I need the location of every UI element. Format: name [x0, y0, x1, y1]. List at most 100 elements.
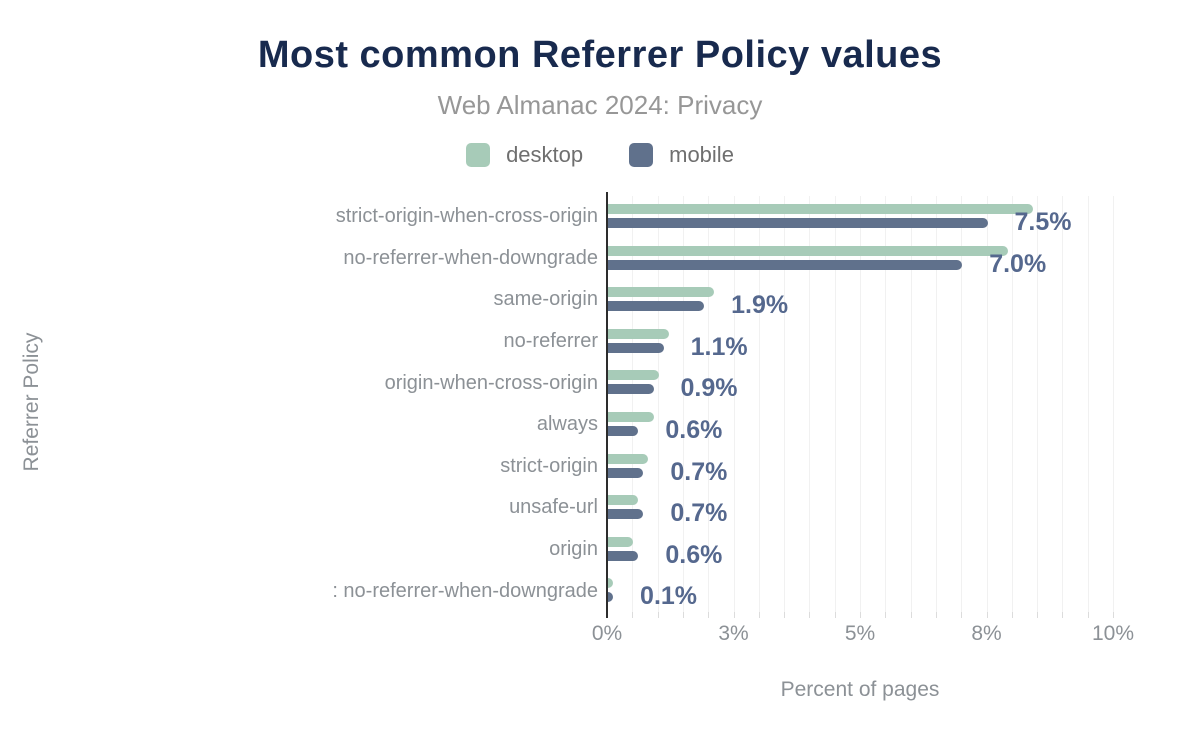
tick-mark — [1113, 612, 1114, 618]
bar-row: no-referrer 1.1% — [0, 321, 1200, 363]
value-label: 0.1% — [640, 582, 698, 611]
desktop-bar — [608, 578, 614, 589]
x-tick-label: 5% — [844, 622, 876, 645]
tick-mark — [1087, 612, 1089, 618]
legend-label: desktop — [506, 142, 584, 167]
gridline — [961, 196, 963, 612]
desktop-bar — [608, 495, 639, 506]
category-label: origin — [549, 538, 598, 561]
tick-mark — [1062, 612, 1064, 618]
value-label: 7.0% — [989, 249, 1047, 278]
mobile-bar — [608, 342, 664, 353]
category-label: same-origin — [493, 288, 598, 311]
gridline — [935, 196, 937, 612]
category-label: : no-referrer-when-downgrade — [332, 579, 598, 602]
category-label: unsafe-url — [509, 496, 598, 519]
tick-mark — [986, 612, 988, 618]
value-label: 1.1% — [690, 332, 748, 361]
gridline — [708, 196, 710, 612]
desktop-bar — [608, 412, 654, 422]
legend-swatch-icon — [466, 143, 491, 167]
gridline — [1113, 196, 1114, 612]
mobile-bar — [608, 218, 988, 228]
bar-row: origin 0.6% — [0, 529, 1200, 571]
value-label: 0.6% — [665, 540, 723, 569]
desktop-bar — [608, 536, 634, 547]
bar-row: unsafe-url 0.7% — [0, 487, 1200, 529]
tick-mark — [733, 612, 735, 618]
gridline — [834, 196, 836, 612]
bar-row: : no-referrer-when-downgrade 0.1% — [0, 570, 1200, 612]
tick-mark — [657, 612, 659, 618]
bar-row: origin-when-cross-origin 0.9% — [0, 362, 1200, 404]
gridline — [657, 196, 659, 612]
legend-label: mobile — [669, 142, 734, 167]
gridline — [1011, 196, 1013, 612]
chart-legend: desktop mobile — [0, 140, 1200, 170]
y-axis-line — [606, 192, 608, 618]
value-label: 0.9% — [680, 374, 738, 403]
tick-mark — [910, 612, 912, 618]
desktop-bar — [608, 328, 669, 339]
gridline — [1062, 196, 1064, 612]
category-label: always — [536, 413, 598, 436]
desktop-bar — [608, 453, 649, 464]
tick-mark — [961, 612, 963, 618]
legend-item-mobile[interactable]: mobile — [629, 142, 734, 168]
gridline — [1087, 196, 1089, 612]
mobile-bar — [608, 509, 644, 520]
value-label: 0.7% — [670, 457, 728, 486]
category-label: strict-origin-when-cross-origin — [335, 205, 598, 228]
tick-mark — [758, 612, 760, 618]
value-label: 0.7% — [670, 499, 728, 528]
category-label: no-referrer — [503, 330, 598, 353]
tick-mark — [834, 612, 836, 618]
tick-mark — [632, 612, 634, 618]
tick-mark — [860, 612, 861, 618]
tick-mark — [784, 612, 786, 618]
tick-mark — [809, 612, 811, 618]
chart-subtitle: Web Almanac 2024: Privacy — [437, 90, 763, 120]
gridline — [1037, 196, 1039, 612]
tick-mark — [1037, 612, 1039, 618]
chart-title: Most common Referrer Policy values — [257, 34, 943, 76]
gridline — [910, 196, 912, 612]
gridline — [986, 196, 988, 612]
category-label: no-referrer-when-downgrade — [343, 246, 598, 269]
desktop-bar — [608, 287, 715, 298]
x-tick-label: 0% — [591, 622, 623, 645]
category-label: strict-origin — [500, 454, 598, 477]
x-tick-label: 3% — [718, 622, 749, 645]
desktop-bar — [608, 245, 1008, 256]
tick-mark — [1011, 612, 1013, 618]
mobile-bar — [608, 301, 705, 312]
category-label: origin-when-cross-origin — [384, 371, 598, 394]
tick-mark — [708, 612, 710, 618]
tick-mark — [885, 612, 887, 618]
gridline — [885, 196, 887, 612]
desktop-bar — [608, 370, 659, 381]
gridline — [860, 196, 861, 612]
value-label: 0.6% — [665, 416, 723, 444]
desktop-bar — [608, 204, 1034, 214]
tick-mark — [935, 612, 937, 618]
bar-row: always 0.6% — [0, 404, 1200, 446]
legend-item-desktop[interactable]: desktop — [466, 142, 583, 168]
mobile-bar — [608, 467, 644, 478]
bar-row: strict-origin 0.7% — [0, 446, 1200, 488]
mobile-bar — [608, 259, 963, 270]
bar-row: same-origin 1.9% — [0, 279, 1200, 321]
x-tick-label: 10% — [1091, 622, 1135, 645]
gridline — [809, 196, 811, 612]
legend-swatch-icon — [629, 143, 654, 167]
bar-row: no-referrer-when-downgrade 7.0% — [0, 238, 1200, 280]
bar-row: strict-origin-when-cross-origin 7.5% — [0, 196, 1200, 238]
tick-mark — [682, 612, 684, 618]
mobile-bar — [608, 550, 639, 561]
mobile-bar — [608, 592, 614, 603]
x-axis-title: Percent of pages — [780, 678, 940, 701]
x-tick-label: 8% — [971, 622, 1002, 645]
gridline — [784, 196, 786, 612]
value-label: 1.9% — [731, 291, 789, 320]
